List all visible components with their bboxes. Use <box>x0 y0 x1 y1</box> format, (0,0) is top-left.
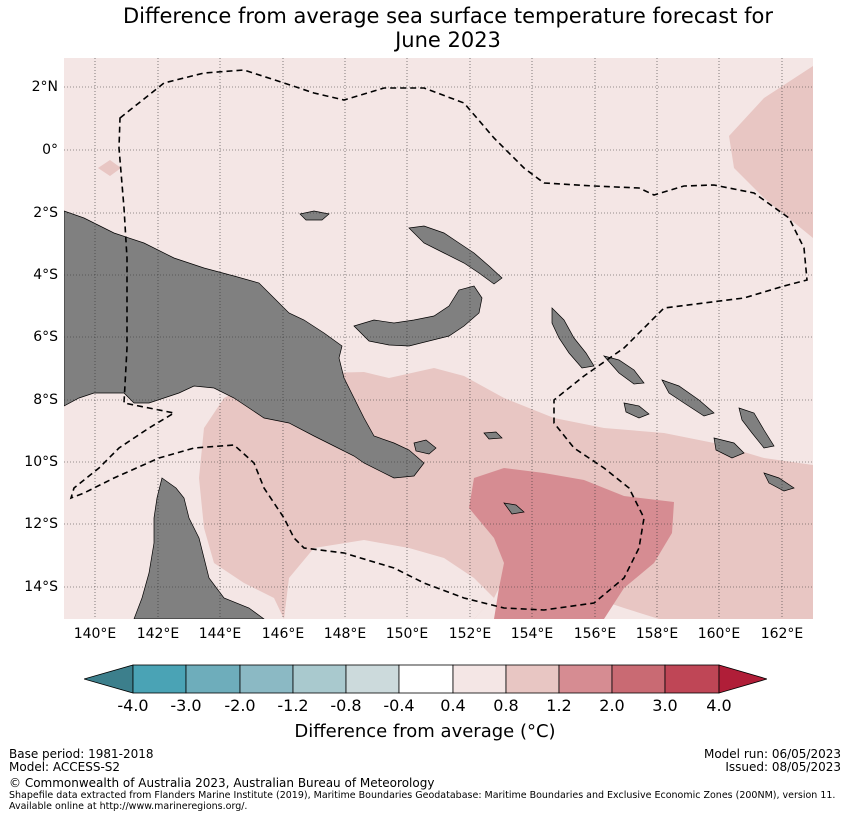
anomaly-region-1.2-2.0 <box>469 468 674 619</box>
colorbar <box>84 664 767 694</box>
lon-label: 156°E <box>573 626 617 642</box>
source-line-1: Shapefile data extracted from Flanders M… <box>9 790 836 801</box>
colorbar-tick: -0.8 <box>330 696 362 715</box>
lat-label: 2°N <box>31 79 58 95</box>
colorbar-tick: -1.2 <box>277 696 309 715</box>
lon-label: 162°E <box>760 626 804 642</box>
lon-label: 152°E <box>448 626 492 642</box>
anomaly-region-small-patch <box>98 160 121 176</box>
colorbar-tick: 0.4 <box>440 696 466 715</box>
colorbar-label: Difference from average (°C) <box>294 721 556 742</box>
lon-label: 150°E <box>385 626 429 642</box>
lon-label: 148°E <box>323 626 367 642</box>
model-run: Model run: 06/05/2023 <box>703 747 841 761</box>
map-svg <box>64 58 813 619</box>
colorbar-cell <box>505 664 560 694</box>
colorbar-cell <box>558 664 613 694</box>
land-santa-isabel <box>661 379 715 417</box>
land-new-georgia <box>623 402 650 419</box>
land-makira <box>763 472 795 492</box>
lon-label: 140°E <box>73 626 117 642</box>
land-cape-york <box>133 477 265 619</box>
lon-label: 144°E <box>198 626 242 642</box>
land-louisiade <box>503 502 525 515</box>
colorbar-cell <box>664 664 720 694</box>
land-bougainville <box>551 307 595 369</box>
land-new-britain <box>353 285 483 347</box>
land-guadalcanal <box>713 437 745 459</box>
lat-label: 4°S <box>33 267 58 283</box>
lat-label: 2°S <box>33 205 58 221</box>
land-new-guinea <box>64 210 425 479</box>
lat-label: 6°S <box>33 329 58 345</box>
lon-label: 158°E <box>635 626 679 642</box>
colorbar-cell <box>239 664 294 694</box>
colorbar-cells <box>84 664 767 694</box>
map-panel <box>64 58 813 619</box>
lon-label: 146°E <box>261 626 305 642</box>
colorbar-tick: -4.0 <box>117 696 149 715</box>
anomaly-region-0.8-1.2-northeast <box>729 66 813 238</box>
colorbar-tick: -3.0 <box>170 696 202 715</box>
lat-label: 12°S <box>24 516 58 532</box>
map-gridlines <box>64 58 813 619</box>
colorbar-cell <box>345 664 400 694</box>
colorbar-cell <box>398 664 454 694</box>
base-period: Base period: 1981-2018 <box>9 747 154 761</box>
land-choiseul <box>602 355 645 385</box>
colorbar-tick: 0.8 <box>493 696 519 715</box>
colorbar-cell <box>292 664 347 694</box>
colorbar-tick: 2.0 <box>599 696 625 715</box>
model-name: Model: ACCESS-S2 <box>9 760 121 774</box>
title-line-2: June 2023 <box>395 28 501 52</box>
lon-label: 154°E <box>510 626 554 642</box>
land-woodlark <box>483 431 503 440</box>
lat-label: 8°S <box>33 392 58 408</box>
lat-label: 0° <box>42 142 58 158</box>
issued-date: Issued: 08/05/2023 <box>725 760 841 774</box>
land-dentrecasteaux <box>413 439 437 455</box>
land-new-ireland <box>408 225 503 285</box>
colorbar-tick: -2.0 <box>224 696 256 715</box>
colorbar-cell <box>452 664 507 694</box>
colorbar-tick: -0.4 <box>383 696 415 715</box>
colorbar-tick: 1.2 <box>546 696 572 715</box>
colorbar-tick: 4.0 <box>706 696 732 715</box>
colorbar-tick: 3.0 <box>652 696 678 715</box>
lat-label: 10°S <box>24 454 58 470</box>
title-line-1: Difference from average sea surface temp… <box>123 4 773 28</box>
copyright: © Commonwealth of Australia 2023, Austra… <box>9 776 435 790</box>
lon-label: 142°E <box>136 626 180 642</box>
colorbar-extend-high <box>718 664 767 694</box>
colorbar-cell <box>185 664 241 694</box>
anomaly-region-0.4-0.8-pocket <box>284 540 494 619</box>
colorbar-cell <box>611 664 666 694</box>
land-malaita <box>738 407 775 449</box>
chart-title: Difference from average sea surface temp… <box>0 4 850 52</box>
land-manus <box>299 210 330 221</box>
source-line-2: Available online at http://www.marinereg… <box>9 801 248 812</box>
colorbar-extend-low <box>84 664 134 694</box>
lat-label: 14°S <box>24 579 58 595</box>
lon-label: 160°E <box>697 626 741 642</box>
eez-boundary-line <box>69 69 808 611</box>
colorbar-cell <box>132 664 187 694</box>
